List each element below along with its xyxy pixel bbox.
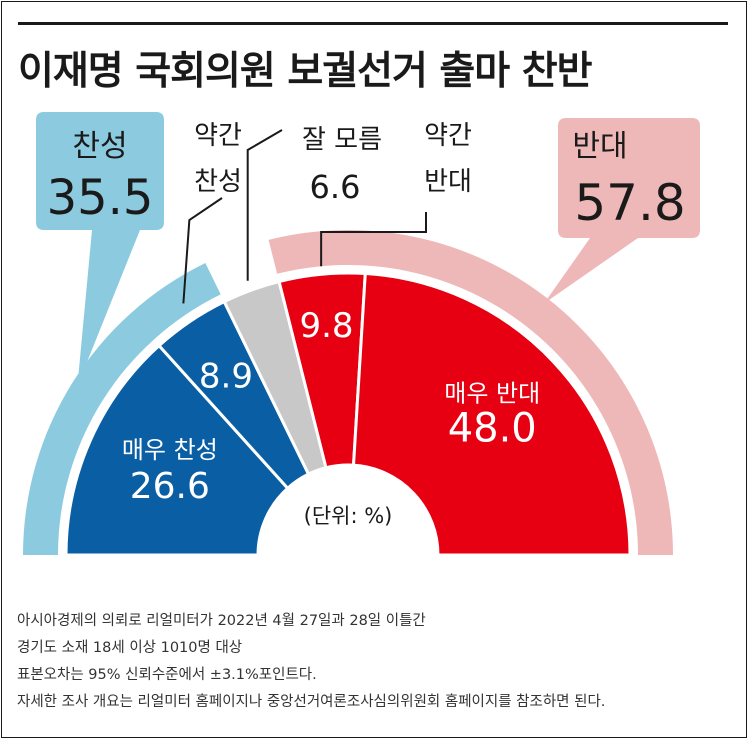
support-total-band xyxy=(23,262,221,555)
leader-dont-know xyxy=(246,129,283,281)
callouts xyxy=(36,112,700,386)
total-bands xyxy=(23,230,673,555)
strong-oppose-value: 48.0 xyxy=(448,405,537,451)
weak-oppose-label: 반대 xyxy=(424,167,472,197)
survey-notes: 아시아경제의 의뢰로 리얼미터가 2022년 4월 27일과 28일 이틀간 경… xyxy=(17,608,605,716)
unit-label: (단위: %) xyxy=(304,504,393,528)
strong-oppose-label: 매우 반대 xyxy=(444,379,540,407)
title-rule xyxy=(18,22,728,25)
strong-support-label: 매우 찬성 xyxy=(122,436,218,464)
oppose-total-band xyxy=(268,230,673,555)
weak-support-label: 찬성 xyxy=(194,167,242,197)
note-line: 경기도 소재 18세 이상 1010명 대상 xyxy=(17,640,243,656)
leader-weak-support xyxy=(182,197,223,304)
oppose-total-bubble xyxy=(544,118,700,304)
oppose-total-label: 반대 xyxy=(572,129,627,164)
strong-support-value: 26.6 xyxy=(130,466,210,507)
slices xyxy=(64,271,632,557)
oppose-total-value: 57.8 xyxy=(574,174,685,232)
weak-oppose-value: 9.8 xyxy=(299,306,353,346)
slice-strong-support xyxy=(64,344,290,557)
weak-support-label: 약간 xyxy=(194,121,242,151)
note-line: 표본오차는 95% 신뢰수준에서 ±3.1%포인트다. xyxy=(17,667,317,683)
leader-weak-oppose xyxy=(320,212,427,267)
dont-know-label: 잘 모름 xyxy=(302,125,382,155)
weak-support-value: 8.9 xyxy=(199,356,253,396)
support-total-bubble xyxy=(36,112,164,386)
dont-know-value: 6.6 xyxy=(310,168,361,206)
support-total-label: 찬성 xyxy=(72,129,127,164)
note-line: 아시아경제의 의뢰로 리얼미터가 2022년 4월 27일과 28일 이틀간 xyxy=(17,613,426,629)
note-line: 자세한 조사 개요는 리얼미터 홈페이지나 중앙선거여론조사심의위원회 홈페이지… xyxy=(17,694,606,710)
slice-strong-oppose xyxy=(352,272,632,557)
chart-title: 이재명 국회의원 보궐선거 출마 찬반 xyxy=(18,49,593,94)
weak-oppose-label: 약간 xyxy=(424,121,472,151)
support-total-value: 35.5 xyxy=(47,170,154,226)
